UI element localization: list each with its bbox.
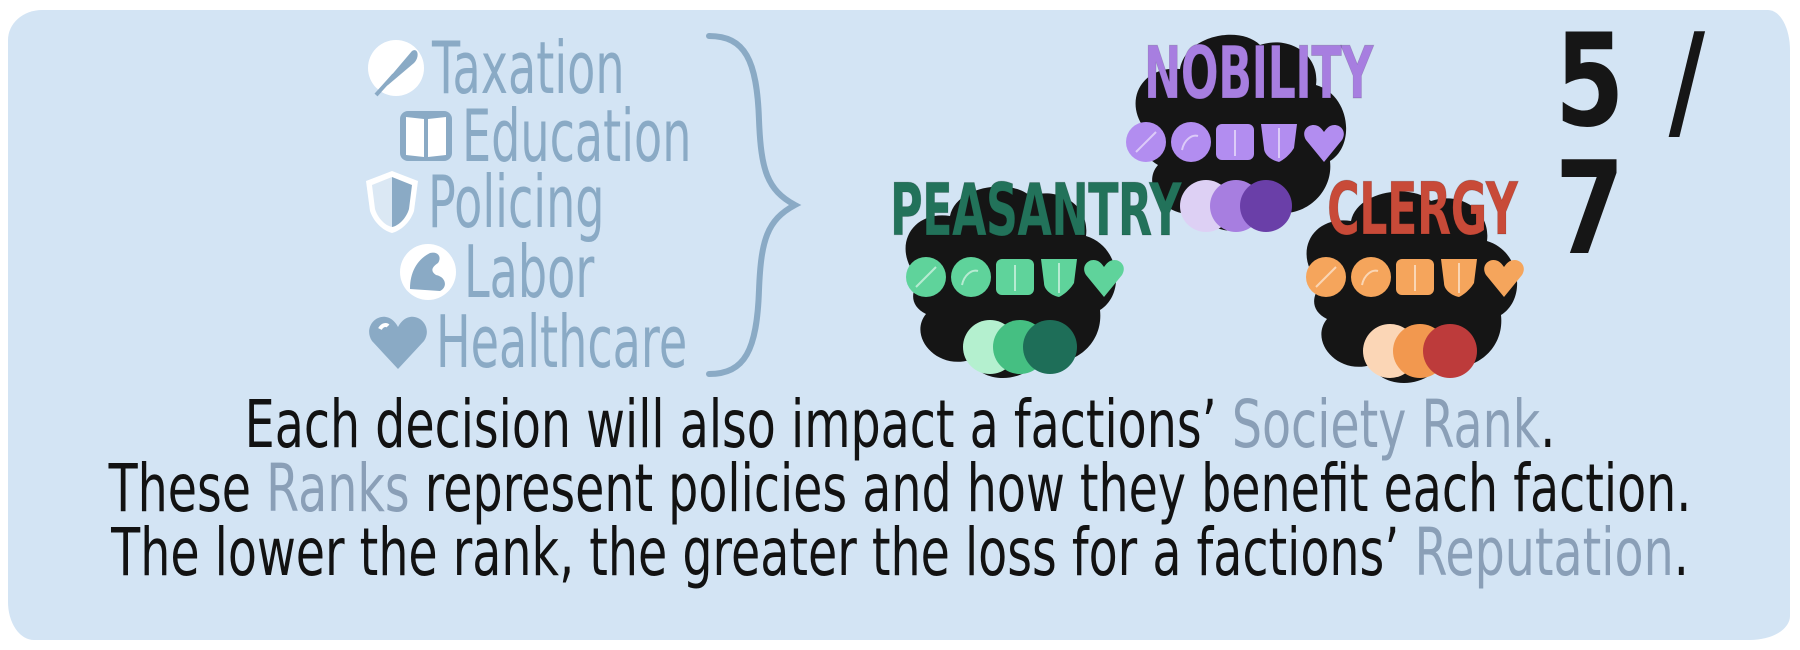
rank-token xyxy=(1423,324,1477,378)
caption-line-3: The lower the rank, the greater the loss… xyxy=(111,520,1689,586)
faction-nobility: NOBILITY xyxy=(1120,25,1374,245)
rank-token xyxy=(1240,180,1292,232)
caption-text: represent policies and how they benefit … xyxy=(409,450,1692,527)
curly-brace xyxy=(706,33,802,377)
rank-healthcare-icon xyxy=(1084,259,1124,297)
policy-label: Labor xyxy=(464,230,595,314)
policy-label: Policing xyxy=(428,160,605,244)
policy-healthcare: Healthcare xyxy=(366,306,828,378)
heart-icon xyxy=(369,316,427,369)
caption-text: . xyxy=(1540,386,1556,463)
caption-line-1: Each decision will also impact a faction… xyxy=(245,392,1556,458)
faction-name: CLERGY xyxy=(1327,167,1519,251)
faction-peasantry: PEASANTRY xyxy=(880,160,1182,390)
caption-highlight: Society Rank xyxy=(1231,386,1541,463)
caption-line-2: These Ranks represent policies and how t… xyxy=(109,456,1692,522)
shield-icon xyxy=(366,171,418,233)
faction-icons xyxy=(906,257,1124,374)
faction-name: PEASANTRY xyxy=(890,168,1182,252)
book-icon xyxy=(400,111,452,161)
caption-highlight: Ranks xyxy=(266,450,410,527)
policy-education: Education xyxy=(396,100,820,172)
feather-icon xyxy=(368,40,424,97)
faction-icons xyxy=(1306,257,1524,378)
policy-label: Taxation xyxy=(432,26,625,110)
policy-label: Education xyxy=(462,94,692,178)
rank-labor-icon xyxy=(951,257,991,297)
page-counter: 5 / 7 xyxy=(1555,7,1710,284)
policy-policing: Policing xyxy=(362,166,704,238)
policy-labor: Labor xyxy=(398,236,668,308)
policy-label: Healthcare xyxy=(436,300,688,384)
arm-icon xyxy=(400,244,456,300)
caption-text: These xyxy=(108,450,267,527)
caption-text: The lower the rank, the greater the loss… xyxy=(111,514,1415,591)
policy-taxation: Taxation xyxy=(366,32,733,104)
rank-healthcare-icon xyxy=(1484,259,1524,297)
faction-clergy: CLERGY xyxy=(1285,165,1540,395)
caption-text: Each decision will also impact a faction… xyxy=(244,386,1232,463)
faction-name: NOBILITY xyxy=(1144,31,1374,115)
rank-healthcare-icon xyxy=(1304,124,1344,162)
faction-icons xyxy=(1126,122,1344,232)
rank-labor-icon xyxy=(1171,122,1211,162)
rank-labor-icon xyxy=(1351,257,1391,297)
caption-highlight: Reputation xyxy=(1414,514,1674,591)
rank-token xyxy=(1023,320,1077,374)
caption-text: . xyxy=(1673,514,1689,591)
